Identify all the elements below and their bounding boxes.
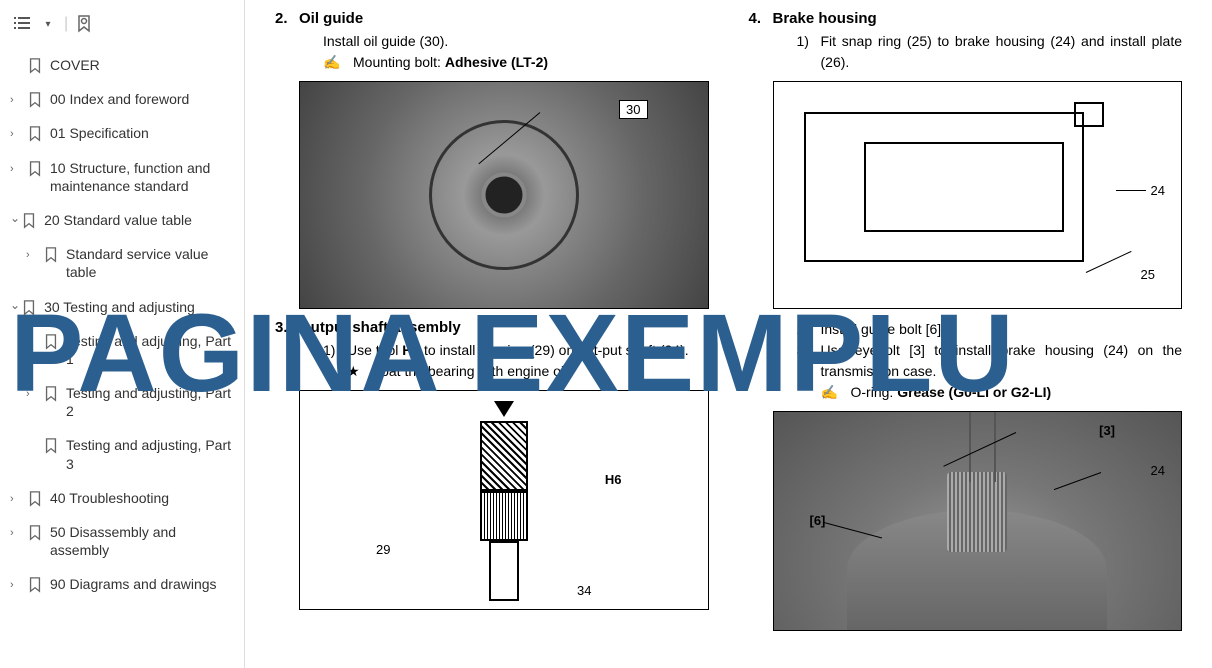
toc-label: 50 Disassembly and assembly [50,523,234,559]
figure-output-shaft: H6 29 34 [299,390,709,610]
toc-label: COVER [50,56,234,74]
toc-item[interactable]: ›00 Index and foreword [0,82,244,116]
left-column: 2. Oil guide Install oil guide (30). ✍Mo… [275,10,709,658]
toc-item[interactable]: ›10 Structure, function and maintenance … [0,151,244,203]
toc-label: Testing and adjusting, Part 1 [66,332,234,368]
figure-brake-housing-diagram: 24 25 [773,81,1183,309]
toc-label: 10 Structure, function and maintenance s… [50,159,234,195]
toc-item[interactable]: ›50 Disassembly and assembly [0,515,244,567]
section-3-body: 1)Use tool H6 to install bearing (29) on… [323,340,709,382]
list-view-icon[interactable] [12,14,32,34]
dropdown-icon[interactable]: ▾ [38,14,58,34]
sidebar-toolbar: ▾ | [0,8,244,48]
callout-h6: H6 [599,471,628,488]
toc-item[interactable]: ›Testing and adjusting, Part 1 [0,324,244,376]
callout-34: 34 [571,582,597,599]
toc-item[interactable]: ›40 Troubleshooting [0,481,244,515]
callout-25: 25 [1135,266,1161,283]
toc-item[interactable]: ›01 Specification [0,116,244,150]
toc-label: Standard service value table [66,245,234,281]
ribbon-bookmark-icon[interactable] [74,14,94,34]
right-column: 4. Brake housing 1)Fit snap ring (25) to… [749,10,1183,658]
callout-24b: 24 [1145,462,1171,479]
toc-label: Testing and adjusting, Part 2 [66,384,234,420]
toc-label: 00 Index and foreword [50,90,234,108]
toc-item[interactable]: ⌄20 Standard value table [0,203,244,237]
toc-item[interactable]: COVER [0,48,244,82]
figure-brake-housing-photo: [3] [6] 24 [773,411,1183,631]
callout-24: 24 [1145,182,1171,199]
toc-item[interactable]: ›Testing and adjusting, Part 2 [0,376,244,428]
callout-3: [3] [1093,422,1121,439]
callout-30: 30 [619,100,647,119]
toc-label: 30 Testing and adjusting [44,298,234,316]
callout-6: [6] [804,512,832,529]
section-4-heading: 4. Brake housing [749,10,1183,27]
toc-label: 40 Troubleshooting [50,489,234,507]
callout-29: 29 [370,541,396,558]
outline-sidebar: ▾ | COVER ›00 Index and foreword›01 Speci… [0,0,245,668]
figure-oil-guide: 30 [299,81,709,309]
toc-item[interactable]: ›90 Diagrams and drawings [0,567,244,601]
document-content: 2. Oil guide Install oil guide (30). ✍Mo… [245,0,1212,668]
section-2-heading: 2. Oil guide [275,10,709,27]
arrow-down-icon [494,401,514,417]
toc-label: 01 Specification [50,124,234,142]
toc-item[interactable]: Testing and adjusting, Part 3 [0,428,244,480]
torque-icon: ✍ [323,52,353,73]
section-3-heading: 3. Output shaft assembly [275,319,709,336]
toc-label: 20 Standard value table [44,211,234,229]
section-4-body: 1)Fit snap ring (25) to brake housing (2… [797,31,1183,73]
toc-item[interactable]: ›Standard service value table [0,237,244,289]
toc-label: Testing and adjusting, Part 3 [66,436,234,472]
toc-label: 90 Diagrams and drawings [50,575,234,593]
section-4-body-2: 2)Install guide bolt [6]. 3)Use eyebolt … [797,319,1183,403]
toc-item[interactable]: ⌄30 Testing and adjusting [0,290,244,324]
section-2-body: Install oil guide (30). ✍Mounting bolt: … [323,31,709,73]
torque-icon: ✍ [821,382,851,403]
